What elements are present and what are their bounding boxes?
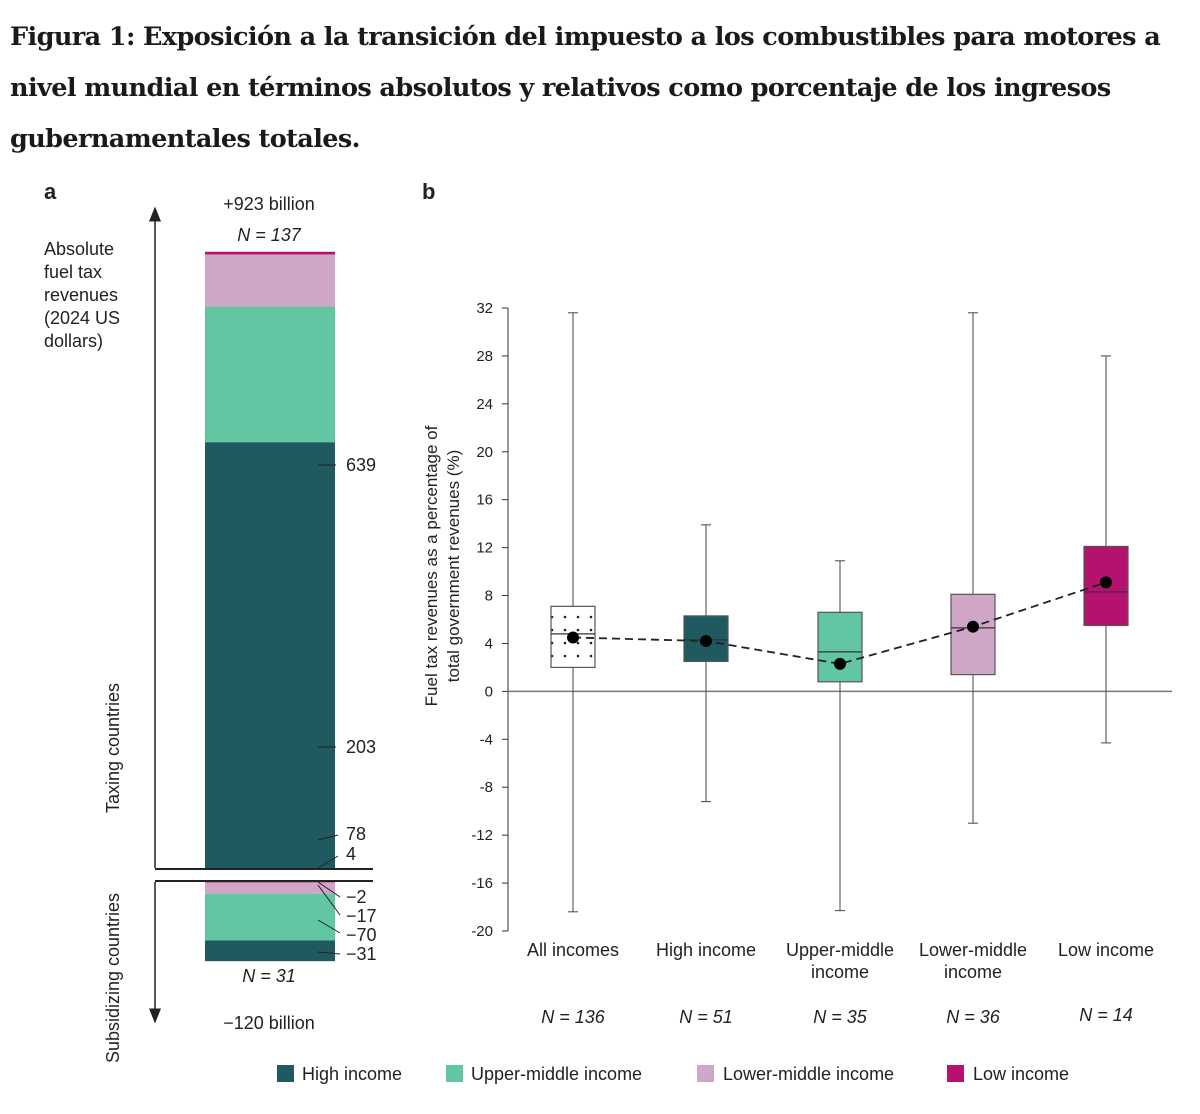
y-tick-label: -20: [471, 923, 493, 940]
leader-line: [317, 884, 341, 916]
segment-value-label: −31: [346, 944, 377, 964]
legend-label: Low income: [973, 1064, 1069, 1084]
ylabel-line: Absolute: [44, 239, 114, 259]
leader-line: [317, 951, 341, 955]
y-tick-label: -8: [480, 779, 493, 796]
box-plot: 32 28 24 20 16 12 8 4 0 -4 -8 -12 -16 -20 All incomes N…: [471, 300, 1172, 1027]
n-label: N = 14: [1079, 1005, 1133, 1025]
bar-segment: [205, 251, 335, 255]
bottom-total-label: −120 billion: [223, 1013, 315, 1033]
top-n-label: N = 137: [237, 225, 302, 245]
y-tick-label: 8: [485, 588, 493, 605]
bar-segment: [205, 882, 335, 894]
top-total-label: +923 billion: [223, 194, 315, 214]
n-label: N = 35: [813, 1007, 868, 1027]
y-tick-label: 4: [485, 635, 493, 652]
mean-point: [700, 635, 712, 648]
bar-segment: [205, 254, 335, 307]
y-tick-label: -16: [471, 875, 493, 892]
y-tick-label: 16: [476, 492, 493, 509]
y-tick-label: 0: [485, 683, 493, 700]
legend-swatch-upper-middle: [446, 1065, 463, 1082]
legend-label: High income: [302, 1064, 402, 1084]
box: [950, 593, 996, 676]
leader-line: [317, 919, 341, 934]
legend-label: Lower-middle income: [723, 1064, 894, 1084]
mean-point: [967, 620, 979, 633]
panel-a-label: a: [44, 179, 57, 204]
leader-line: [317, 855, 339, 869]
category-label: Upper-middle: [786, 940, 894, 960]
mean-point: [567, 631, 579, 644]
bar-segment: [205, 442, 335, 869]
segment-value-label: −2: [346, 887, 367, 907]
n-label: N = 36: [946, 1007, 1001, 1027]
taxing-countries-label: Taxing countries: [103, 683, 123, 813]
legend-swatch-lower-middle: [697, 1065, 714, 1082]
subsidizing-countries-label: Subsidizing countries: [103, 893, 123, 1063]
segment-value-label: 203: [346, 737, 376, 757]
category-label: income: [811, 962, 869, 982]
y-tick-label: 24: [476, 396, 493, 413]
segment-value-label: −70: [346, 925, 377, 945]
category-label: High income: [656, 940, 756, 960]
segment-value-label: −17: [346, 906, 377, 926]
n-label: N = 51: [679, 1007, 733, 1027]
n-label: N = 136: [541, 1007, 606, 1027]
category-label: Lower-middle: [919, 940, 1027, 960]
category-label: income: [944, 962, 1002, 982]
figure-title: Figura 1: Exposición a la transición del…: [10, 22, 1161, 154]
y-tick-label: -4: [480, 731, 493, 748]
mean-point: [834, 657, 846, 670]
leader-line: [317, 881, 341, 898]
y-tick-label: 12: [476, 540, 493, 557]
legend-swatch-low: [947, 1065, 964, 1082]
ylabel-line: (2024 US: [44, 308, 120, 328]
legend-swatch-high: [277, 1065, 294, 1082]
ylabel-line: revenues: [44, 285, 118, 305]
segment-value-label: 4: [346, 844, 356, 864]
segment-value-label: 639: [346, 455, 376, 475]
bottom-n-label: N = 31: [242, 966, 296, 986]
ylabel-line: dollars): [44, 331, 103, 351]
y-tick-label: 32: [476, 300, 493, 317]
box: [817, 611, 863, 683]
y-tick-label: 20: [476, 444, 493, 461]
bar-segment: [205, 940, 335, 962]
mean-point: [1100, 576, 1112, 589]
bar-segment: [205, 306, 335, 443]
legend: High income Upper-middle income Lower-mi…: [277, 1064, 1069, 1084]
ylabel-line: Fuel tax revenues as a percentage of: [422, 425, 441, 706]
panel-a-ylabel: Absolute fuel tax revenues (2024 US doll…: [44, 239, 120, 351]
ylabel-line: total government revenues (%): [444, 450, 463, 682]
ylabel-line: fuel tax: [44, 262, 102, 282]
category-label: All incomes: [527, 940, 619, 960]
leader-line: [317, 834, 339, 841]
legend-label: Upper-middle income: [471, 1064, 642, 1084]
y-tick-label: 28: [476, 348, 493, 365]
y-tick-label: -12: [471, 827, 493, 844]
segment-value-label: 78: [346, 824, 366, 844]
panel-b-label: b: [422, 179, 435, 204]
stacked-bar: 639 203 784 −2−17−70−31: [155, 251, 377, 964]
bar-segment: [205, 893, 335, 941]
category-label: Low income: [1058, 940, 1154, 960]
